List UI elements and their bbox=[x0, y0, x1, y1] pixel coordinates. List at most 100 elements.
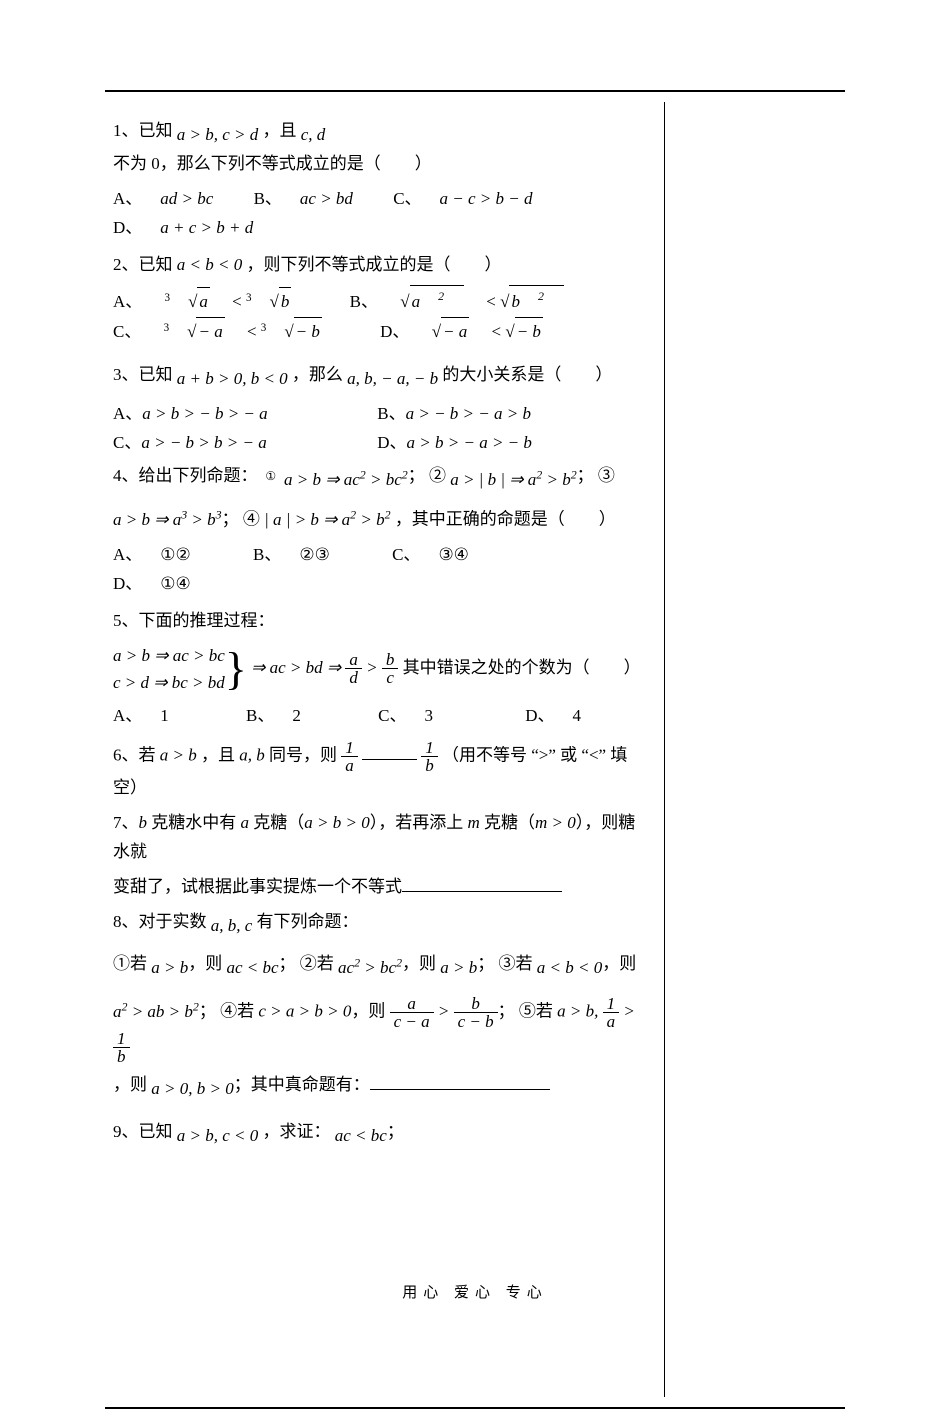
q7-a: a bbox=[241, 813, 250, 832]
q6-cond2: a, b bbox=[239, 745, 265, 764]
circled-1-icon: ① bbox=[262, 468, 280, 486]
question-7-line2: 变甜了，试根据此事实提炼一个不等式 bbox=[113, 873, 644, 902]
opt-label: D、 bbox=[113, 218, 142, 237]
txt: ，则 bbox=[402, 954, 440, 973]
page-footer: 用心 爱心 专心 bbox=[0, 1281, 950, 1302]
q5-optA: 1 bbox=[160, 706, 169, 725]
opt-label: B、 bbox=[246, 706, 274, 725]
q8-blank bbox=[370, 1089, 550, 1090]
brace-system: a > b ⇒ ac > bc c > d ⇒ bc > bd } bbox=[113, 642, 247, 696]
q5-step1: ⇒ ac > bd ⇒ bbox=[251, 658, 345, 677]
q4-p3: a > b ⇒ a3 > b3 bbox=[113, 510, 222, 529]
question-5: 5、下面的推理过程： bbox=[113, 607, 644, 636]
q8-frac4: 1b bbox=[113, 1030, 130, 1065]
opt-label: D、 bbox=[377, 433, 406, 452]
circled-5-icon: ⑤ bbox=[519, 1002, 536, 1021]
q1-stem-pre: 1、已知 bbox=[113, 121, 177, 140]
q7-l1a: 7、 bbox=[113, 813, 139, 832]
math: a > b bbox=[151, 958, 188, 977]
q5-tail: 其中错误之处的个数为（ ） bbox=[403, 658, 641, 677]
q7-l1c: 克糖水中有 bbox=[147, 813, 241, 832]
question-4: 4、给出下列命题： ① a > b ⇒ ac2 > bc2； ② a > | b… bbox=[113, 462, 644, 495]
q4-p1: a > b ⇒ ac2 > bc2 bbox=[284, 470, 408, 489]
q1-stem-post: 不为 0，那么下列不等式成立的是（ ） bbox=[113, 154, 432, 173]
q5-options: A、1 B、2 C、3 D、4 bbox=[113, 702, 644, 731]
math: a2 > ab > b2 bbox=[113, 1002, 199, 1021]
sep: ； bbox=[222, 510, 239, 529]
q9-mid: ，求证： bbox=[263, 1122, 331, 1141]
math: ac < bc bbox=[226, 958, 278, 977]
q1-optB: ac > bd bbox=[300, 189, 353, 208]
q4-optA: ①② bbox=[160, 545, 190, 564]
opt-label: C、 bbox=[113, 433, 141, 452]
question-8-line4: ，则 a > 0, b > 0；其中真命题有： bbox=[113, 1071, 644, 1104]
question-4-line2: a > b ⇒ a3 > b3； ④ | a | > b ⇒ a2 > b2 ，… bbox=[113, 504, 644, 535]
q8-frac2: bc − b bbox=[454, 995, 498, 1030]
q3-optD: a > b > − a > − b bbox=[407, 433, 532, 452]
q8-frac3: 1a bbox=[603, 995, 620, 1030]
q3-mid: ，那么 bbox=[292, 365, 347, 384]
q7-b: b bbox=[139, 813, 148, 832]
q5-stem: 5、下面的推理过程： bbox=[113, 611, 275, 630]
opt-label: D、 bbox=[380, 322, 409, 341]
opt-label: D、 bbox=[525, 706, 554, 725]
q5-optC: 3 bbox=[424, 706, 433, 725]
q2-optA: 3√a < 3√b bbox=[165, 292, 314, 311]
circled-3-icon: ③ bbox=[598, 466, 615, 485]
q5-r2: c > d ⇒ bc > bd bbox=[113, 669, 225, 696]
q7-blank bbox=[402, 891, 562, 892]
q4-optC: ③④ bbox=[438, 545, 468, 564]
sep: ； bbox=[387, 1122, 404, 1141]
circled-4-icon: ④ bbox=[220, 1002, 237, 1021]
q5-r1: a > b ⇒ ac > bc bbox=[113, 642, 225, 669]
opt-label: C、 bbox=[113, 322, 141, 341]
txt: ；其中真命题有： bbox=[234, 1075, 370, 1094]
q7-l1i: 克糖（ bbox=[480, 813, 535, 832]
sep: ； bbox=[408, 466, 425, 485]
q7-l1g: ），若再添上 bbox=[370, 813, 468, 832]
sep: ； bbox=[477, 954, 494, 973]
opt-label: B、 bbox=[254, 189, 282, 208]
opt-label: B、 bbox=[350, 292, 378, 311]
math: c > a > b > 0 bbox=[258, 1002, 351, 1021]
txt: 若 bbox=[516, 954, 537, 973]
q8-abc: a, b, c bbox=[211, 916, 253, 935]
q2-optB: √a2 < √b2 bbox=[400, 292, 582, 311]
q6-pre: 6、若 bbox=[113, 745, 160, 764]
q4-p4: | a | > b ⇒ a2 > b2 bbox=[264, 510, 390, 529]
opt-label: B、 bbox=[253, 545, 281, 564]
q4-stem: 4、给出下列命题： bbox=[113, 466, 258, 485]
txt: 若 bbox=[130, 954, 151, 973]
q7-l1e: 克糖（ bbox=[249, 813, 304, 832]
question-3: 3、已知 a + b > 0, b < 0 ，那么 a, b, − a, − b… bbox=[113, 361, 644, 394]
opt-label: A、 bbox=[113, 404, 142, 423]
circled-3-icon: ③ bbox=[499, 954, 516, 973]
txt: ，则 bbox=[188, 954, 226, 973]
txt: ，则 bbox=[113, 1075, 151, 1094]
question-6: 6、若 a > b ，且 a, b 同号，则 1a 1b （用不等号 “>” 或… bbox=[113, 739, 644, 803]
q1-optC: a − c > b − d bbox=[440, 189, 533, 208]
q6-cond1: a > b bbox=[160, 745, 197, 764]
q3-optB: a > − b > − a > b bbox=[406, 404, 531, 423]
opt-label: A、 bbox=[113, 292, 142, 311]
gt: > bbox=[366, 658, 382, 677]
q4-p2: a > | b | ⇒ a2 > b2 bbox=[450, 470, 576, 489]
gt: > bbox=[623, 1002, 634, 1021]
q6-mid2: 同号，则 bbox=[269, 745, 341, 764]
q6-blank bbox=[362, 759, 417, 760]
question-9: 9、已知 a > b, c < 0 ，求证： ac < bc； bbox=[113, 1118, 644, 1151]
q6-mid1: ，且 bbox=[201, 745, 239, 764]
opt-label: C、 bbox=[392, 545, 420, 564]
q2-options: A、 3√a < 3√b B、 √a2 < √b2 C、 3√− a < 3√−… bbox=[113, 285, 644, 346]
q8-pre: 8、对于实数 bbox=[113, 912, 211, 931]
q3-stem-pre: 3、已知 bbox=[113, 365, 177, 384]
q2-stem-post: ，则下列不等式成立的是（ ） bbox=[246, 255, 501, 274]
q5-optB: 2 bbox=[292, 706, 301, 725]
q4-optD: ①④ bbox=[160, 574, 190, 593]
q7-mcond: m > 0 bbox=[535, 813, 576, 832]
sep: ； bbox=[577, 466, 594, 485]
q3-options: A、a > b > − b > − a B、a > − b > − a > b … bbox=[113, 400, 644, 458]
q3-optA: a > b > − b > − a bbox=[142, 404, 267, 423]
q7-cond: a > b > 0 bbox=[304, 813, 369, 832]
math: a < b < 0 bbox=[537, 958, 602, 977]
